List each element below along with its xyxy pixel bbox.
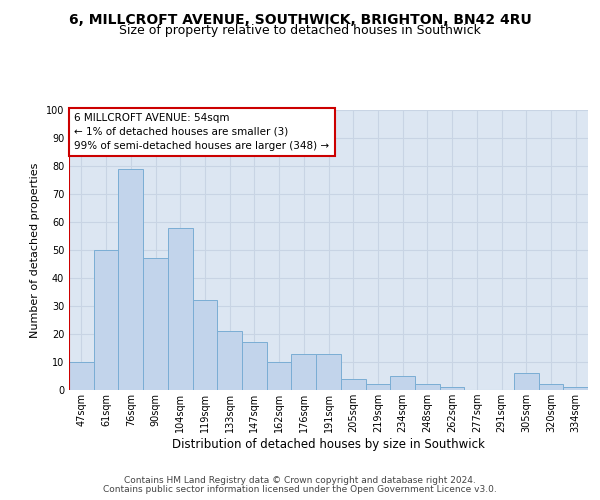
Text: Contains HM Land Registry data © Crown copyright and database right 2024.: Contains HM Land Registry data © Crown c… xyxy=(124,476,476,485)
Bar xyxy=(242,342,267,390)
Bar xyxy=(563,387,588,390)
Bar xyxy=(69,362,94,390)
Bar xyxy=(118,169,143,390)
Bar xyxy=(168,228,193,390)
Bar xyxy=(539,384,563,390)
Text: 6 MILLCROFT AVENUE: 54sqm
← 1% of detached houses are smaller (3)
99% of semi-de: 6 MILLCROFT AVENUE: 54sqm ← 1% of detach… xyxy=(74,113,329,151)
Bar xyxy=(365,384,390,390)
Bar xyxy=(94,250,118,390)
Bar xyxy=(415,384,440,390)
Bar xyxy=(514,373,539,390)
Text: Contains public sector information licensed under the Open Government Licence v3: Contains public sector information licen… xyxy=(103,485,497,494)
Text: 6, MILLCROFT AVENUE, SOUTHWICK, BRIGHTON, BN42 4RU: 6, MILLCROFT AVENUE, SOUTHWICK, BRIGHTON… xyxy=(68,12,532,26)
Bar xyxy=(440,387,464,390)
Bar xyxy=(193,300,217,390)
Bar xyxy=(390,376,415,390)
Bar xyxy=(143,258,168,390)
Bar xyxy=(217,331,242,390)
Bar xyxy=(292,354,316,390)
Y-axis label: Number of detached properties: Number of detached properties xyxy=(30,162,40,338)
Text: Size of property relative to detached houses in Southwick: Size of property relative to detached ho… xyxy=(119,24,481,37)
Bar xyxy=(267,362,292,390)
X-axis label: Distribution of detached houses by size in Southwick: Distribution of detached houses by size … xyxy=(172,438,485,451)
Bar xyxy=(341,379,365,390)
Bar xyxy=(316,354,341,390)
